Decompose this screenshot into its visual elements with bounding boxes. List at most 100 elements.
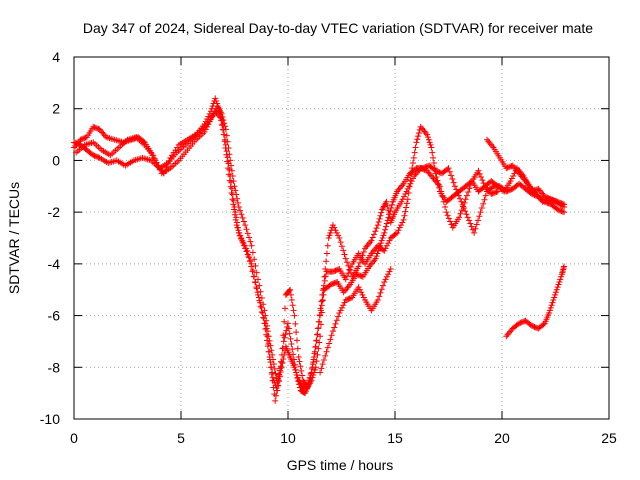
data-point	[545, 200, 552, 207]
data-point	[319, 361, 326, 368]
data-point	[467, 181, 474, 188]
data-point	[397, 222, 404, 229]
data-point	[290, 307, 297, 314]
data-point	[540, 321, 547, 328]
data-point	[456, 214, 463, 221]
data-point	[331, 268, 338, 275]
data-point	[270, 374, 277, 381]
data-points	[71, 95, 568, 404]
data-point	[278, 364, 285, 371]
data-point	[345, 296, 352, 303]
data-point	[327, 281, 334, 288]
data-point	[413, 139, 420, 146]
data-point	[248, 260, 255, 267]
data-point	[234, 224, 241, 231]
data-point	[326, 340, 333, 347]
data-point	[292, 320, 299, 327]
data-point	[221, 120, 228, 127]
data-point	[232, 209, 239, 216]
data-point	[326, 232, 333, 239]
data-point	[220, 117, 227, 124]
data-point	[404, 185, 411, 192]
data-point	[546, 309, 553, 316]
data-point	[82, 134, 89, 141]
data-point	[228, 167, 235, 174]
data-point	[294, 345, 301, 352]
data-track	[484, 136, 568, 208]
data-point	[329, 328, 336, 335]
data-point	[322, 266, 329, 273]
data-point	[213, 97, 220, 104]
data-point	[433, 168, 440, 175]
data-point	[462, 208, 469, 215]
data-point	[341, 299, 348, 306]
data-point	[561, 201, 568, 208]
data-point	[91, 152, 98, 159]
data-point	[299, 372, 306, 379]
data-point	[384, 202, 391, 209]
data-point	[264, 337, 271, 344]
data-point	[228, 162, 235, 169]
data-point	[323, 348, 330, 355]
data-point	[473, 221, 480, 228]
data-point	[249, 249, 256, 256]
data-point	[317, 312, 324, 319]
data-point	[464, 214, 471, 221]
data-point	[206, 118, 213, 125]
data-point	[293, 329, 300, 336]
data-point	[552, 197, 559, 204]
data-point	[426, 139, 433, 146]
data-point	[507, 186, 514, 193]
data-point	[403, 200, 410, 207]
data-point	[268, 347, 275, 354]
data-point	[286, 287, 293, 294]
data-point	[317, 369, 324, 376]
data-point	[550, 297, 557, 304]
data-point	[341, 251, 348, 258]
data-point	[234, 219, 241, 226]
data-point	[312, 364, 319, 371]
data-point	[202, 126, 209, 133]
data-point	[385, 271, 392, 278]
data-point	[243, 226, 250, 233]
data-point	[323, 258, 330, 265]
data-point	[403, 204, 410, 211]
data-point	[157, 166, 164, 173]
data-point	[150, 152, 157, 159]
data-point	[504, 187, 511, 194]
data-point	[383, 198, 390, 205]
data-point	[315, 345, 322, 352]
data-point	[387, 266, 394, 273]
data-point	[248, 242, 255, 249]
data-point	[430, 160, 437, 167]
data-point	[289, 302, 296, 309]
data-track	[503, 263, 568, 340]
data-point	[94, 153, 101, 160]
data-point	[532, 192, 539, 199]
data-point	[543, 194, 550, 201]
data-point	[293, 369, 300, 376]
data-point	[545, 195, 552, 202]
chart-title: Day 347 of 2024, Sidereal Day-to-day VTE…	[83, 20, 593, 36]
data-point	[530, 187, 537, 194]
y-tick-label: 2	[52, 101, 60, 117]
data-point	[476, 213, 483, 220]
data-point	[316, 339, 323, 346]
data-point	[455, 192, 462, 199]
data-point	[256, 297, 263, 304]
data-point	[556, 278, 563, 285]
data-point	[547, 304, 554, 311]
data-point	[286, 330, 293, 337]
data-point	[438, 188, 445, 195]
data-point	[415, 133, 422, 140]
data-point	[335, 232, 342, 239]
data-point	[475, 217, 482, 224]
data-point	[443, 209, 450, 216]
data-point	[225, 145, 232, 152]
data-point	[311, 369, 318, 376]
data-point	[407, 180, 414, 187]
data-point	[204, 123, 211, 130]
data-point	[516, 320, 523, 327]
data-point	[337, 239, 344, 246]
data-point	[482, 192, 489, 199]
